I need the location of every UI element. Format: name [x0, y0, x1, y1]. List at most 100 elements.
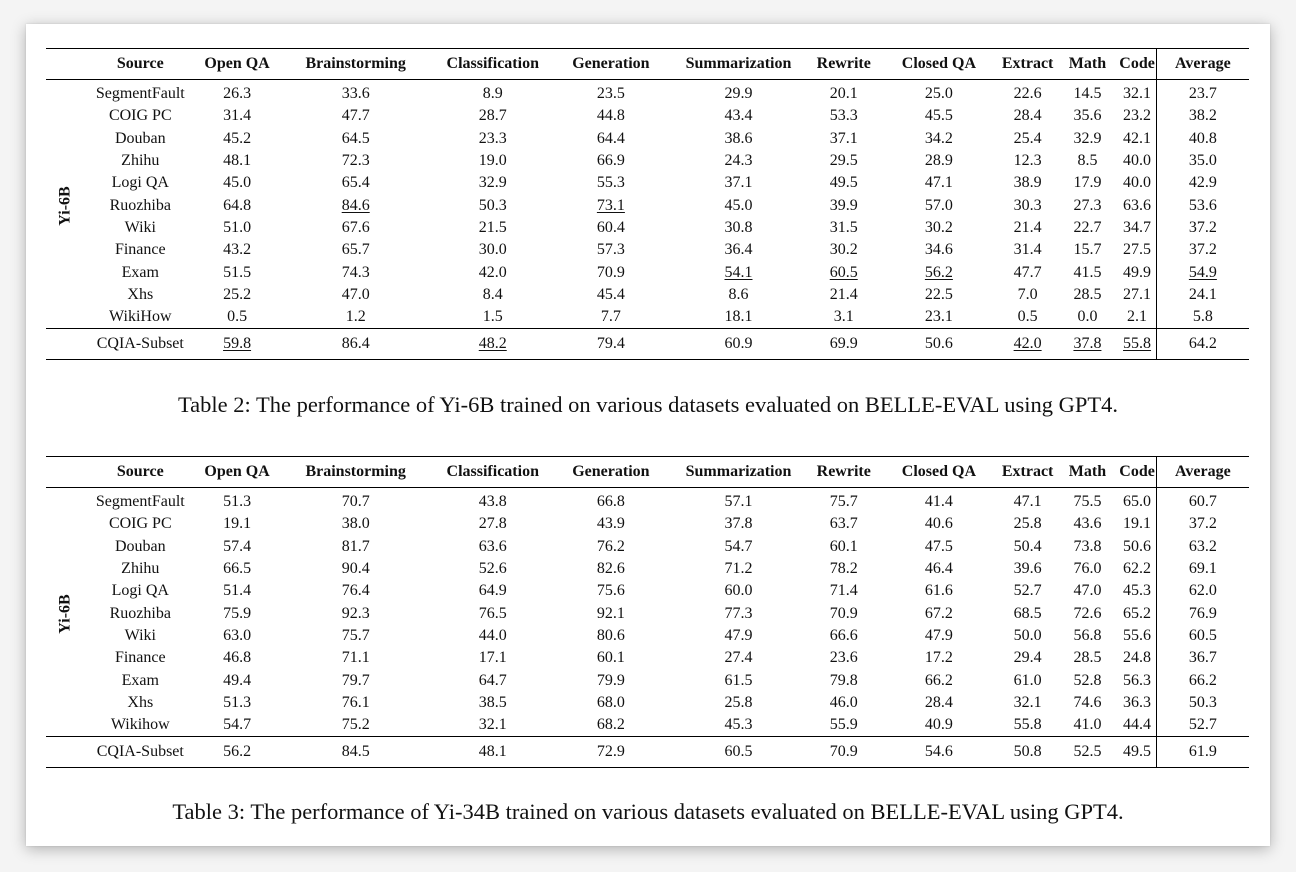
score-cell: 40.0: [1123, 152, 1152, 170]
score-cell: 41.5: [1073, 263, 1102, 281]
score-cell: 50.3: [478, 196, 507, 214]
column-header: Average: [1155, 456, 1249, 488]
score-cell: 82.6: [596, 560, 625, 578]
source-cell: Zhihu: [121, 152, 160, 170]
subset-score-cell: 55.8: [1118, 328, 1157, 361]
score-cell: 27.4: [724, 649, 753, 667]
table-row: Xhs 25.2 47.0 8.4 45.4 8.6 21.4 22.5 7.0 28.5 27.1…: [46, 283, 1249, 306]
score-cell: 14.5: [1073, 85, 1102, 103]
score-cell: 0.5: [1017, 308, 1038, 326]
column-header: Open QA: [195, 48, 279, 80]
score-cell: 43.8: [478, 493, 507, 511]
score-cell: 64.4: [596, 129, 625, 147]
score-cell: 55.3: [596, 174, 625, 192]
score-cell: 62.0: [1155, 580, 1249, 603]
table-row: Yi-6B SegmentFault 51.3 70.7 43.8 66.8 57.1 75.…: [46, 487, 1249, 738]
score-cell: 31.5: [829, 218, 858, 236]
score-cell: 45.5: [924, 107, 953, 125]
score-cell: 62.2: [1123, 560, 1152, 578]
table-row: Yi-6B SegmentFault 26.3 33.6 8.9 23.5 29.9 20.1…: [46, 79, 1249, 330]
subset-score-cell: 70.9: [808, 736, 880, 769]
score-cell: 21.4: [829, 285, 858, 303]
score-cell: 23.7: [1155, 79, 1249, 106]
score-cell: 47.9: [924, 626, 953, 644]
table-row: Wikihow 54.7 75.2 32.1 68.2 45.3 55.9 40.9 55.8 4…: [46, 713, 1249, 737]
score-cell: 36.7: [1155, 647, 1249, 670]
subset-score-cell: 50.8: [998, 736, 1057, 769]
score-cell: 27.8: [478, 515, 507, 533]
subset-score-cell: 50.6: [879, 328, 999, 361]
table-row: Douban 45.2 64.5 23.3 64.4 38.6 37.1 34.2 25.4 32…: [46, 127, 1249, 150]
score-cell: 34.2: [924, 129, 953, 147]
model-group-label: Yi-6B: [56, 593, 74, 634]
table-row: Douban 57.4 81.7 63.6 76.2 54.7 60.1 47.5 50.4 73…: [46, 535, 1249, 558]
table-row: Zhihu 48.1 72.3 19.0 66.9 24.3 29.5 28.9 12.3 8.5…: [46, 149, 1249, 173]
column-header: Brainstorming: [278, 456, 433, 488]
score-cell: 45.2: [223, 129, 252, 147]
score-cell: 75.5: [1073, 493, 1102, 511]
score-cell: 60.7: [1155, 487, 1249, 514]
score-cell: 43.9: [596, 515, 625, 533]
table-caption: Table 2: The performance of Yi-6B traine…: [177, 392, 1119, 417]
subset-score-cell: 60.9: [668, 328, 809, 361]
score-cell: 34.6: [924, 241, 953, 259]
score-cell: 47.1: [924, 174, 953, 192]
table-row: Finance 43.2 65.7 30.0 57.3 36.4 30.2 34.6 31.4 1…: [46, 239, 1249, 262]
score-cell: 66.5: [223, 560, 252, 578]
score-cell: 42.1: [1123, 129, 1152, 147]
subset-label: CQIA-Subset: [85, 328, 196, 361]
score-cell: 5.8: [1155, 305, 1249, 329]
score-cell: 24.1: [1155, 283, 1249, 306]
score-cell: 17.1: [478, 649, 507, 667]
score-cell: 45.4: [596, 285, 625, 303]
score-cell: 34.7: [1123, 218, 1152, 236]
score-cell: 19.1: [223, 515, 252, 533]
subset-score-cell: 84.5: [278, 736, 433, 769]
score-cell: 32.1: [478, 716, 507, 734]
table-row: Ruozhiba 75.9 92.3 76.5 92.1 77.3 70.9 67.2 68.5…: [46, 602, 1249, 625]
score-cell: 17.2: [924, 649, 953, 667]
subset-score-cell: 37.8: [1056, 328, 1119, 361]
score-cell: 44.8: [596, 107, 625, 125]
score-cell: 20.1: [829, 85, 858, 103]
score-cell: 63.0: [223, 626, 252, 644]
score-cell: 32.9: [478, 174, 507, 192]
score-cell: 71.1: [341, 649, 370, 667]
score-cell: 17.9: [1073, 174, 1102, 192]
subset-score-cell: 79.4: [553, 328, 669, 361]
source-cell: Finance: [114, 649, 166, 667]
score-cell: 21.4: [1013, 218, 1042, 236]
score-cell: 75.7: [829, 493, 858, 511]
score-cell: 44.4: [1123, 716, 1152, 734]
score-cell: 8.9: [482, 85, 503, 103]
score-cell: 50.4: [1013, 537, 1042, 555]
model-group-label: Yi-6B: [56, 185, 74, 226]
score-cell: 55.6: [1123, 626, 1152, 644]
table-row: WikiHow 0.5 1.2 1.5 7.7 18.1 3.1 23.1 0.5 0.0 2.1 5…: [46, 305, 1249, 329]
score-cell: 66.6: [829, 626, 858, 644]
table-row: Zhihu 66.5 90.4 52.6 82.6 71.2 78.2 46.4 39.6 76.…: [46, 557, 1249, 581]
subset-row: CQIA-Subset 56.2 84.5 48.1 72.9 60.5 70.9 54.6 5…: [46, 736, 1249, 769]
column-header: Classification: [432, 48, 554, 80]
score-cell: 41.0: [1073, 716, 1102, 734]
score-cell: 45.3: [1123, 582, 1152, 600]
score-cell: 28.4: [924, 693, 953, 711]
score-cell: 66.2: [1155, 669, 1249, 692]
table-row: Xhs 51.3 76.1 38.5 68.0 25.8 46.0 28.4 32.1 74.6 3…: [46, 691, 1249, 714]
score-cell: 54.1: [724, 263, 753, 281]
score-cell: 23.6: [829, 649, 858, 667]
score-cell: 68.0: [596, 693, 625, 711]
table-caption: Table 3: The performance of Yi-34B train…: [172, 799, 1124, 824]
subset-score-cell: 42.0: [998, 328, 1057, 361]
subset-score-cell: 56.2: [195, 736, 279, 769]
score-cell: 37.2: [1155, 513, 1249, 536]
source-cell: Ruozhiba: [109, 196, 171, 214]
score-cell: 44.0: [478, 626, 507, 644]
score-cell: 27.5: [1123, 241, 1152, 259]
source-cell: Wiki: [124, 218, 156, 236]
score-cell: 23.2: [1123, 107, 1152, 125]
score-cell: 68.2: [596, 716, 625, 734]
score-cell: 37.1: [724, 174, 753, 192]
source-cell: Zhihu: [121, 560, 160, 578]
column-header: Source: [85, 48, 196, 80]
